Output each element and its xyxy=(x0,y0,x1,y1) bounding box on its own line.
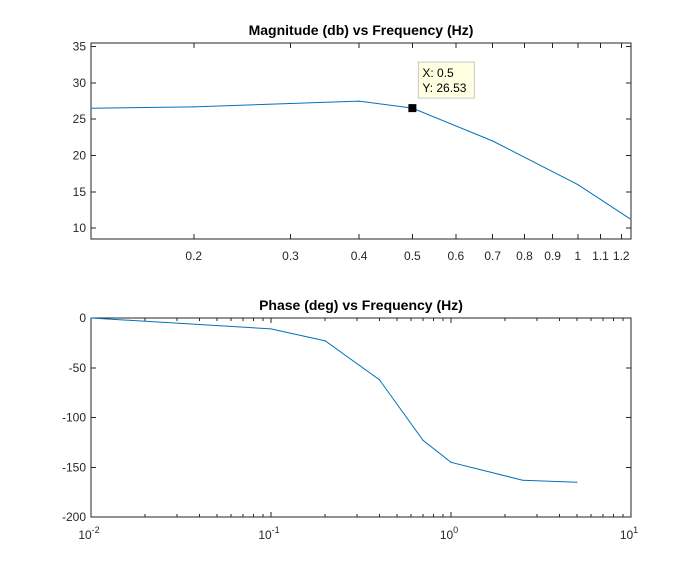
phase-plot: Phase (deg) vs Frequency (Hz) 0 -50 -100 -15… xyxy=(62,297,638,542)
x-tick-label: 0.4 xyxy=(351,249,368,263)
datatip-marker[interactable] xyxy=(408,104,417,113)
phase-data-point xyxy=(270,328,272,330)
x-tick-label: 101 xyxy=(620,525,638,542)
magnitude-data-point xyxy=(492,140,494,142)
y-tick-label: 10 xyxy=(73,221,87,235)
datatip-box[interactable] xyxy=(417,61,475,99)
x-tick-label: 0.8 xyxy=(516,249,533,263)
x-tick-label: 0.2 xyxy=(185,249,202,263)
x-tick-exponent: 1 xyxy=(633,525,638,535)
x-tick-exponent: 0 xyxy=(453,525,458,535)
datatip-y-label: Y: 26.53 xyxy=(422,81,466,95)
datatip-x-label: X: 0.5 xyxy=(422,66,454,80)
phase-data-point xyxy=(324,340,326,342)
y-tick-label: -100 xyxy=(62,411,86,425)
magnitude-data-point xyxy=(358,100,360,102)
x-tick-label: 100 xyxy=(440,525,458,542)
magnitude-data-point xyxy=(577,183,579,186)
y-tick-label: -50 xyxy=(69,361,87,375)
y-tick-label: 0 xyxy=(79,311,86,325)
magnitude-plot: Magnitude (db) vs Frequency (Hz) 10 15 20 25… xyxy=(73,22,632,263)
magnitude-title: Magnitude (db) vs Frequency (Hz) xyxy=(249,22,474,38)
y-tick-label: 15 xyxy=(73,185,87,199)
y-tick-label: -200 xyxy=(62,510,86,524)
phase-data-point xyxy=(450,461,452,463)
x-tick-base: 10 xyxy=(258,528,272,542)
phase-data-point xyxy=(422,439,424,441)
magnitude-series-line xyxy=(90,100,632,220)
phase-axes-box xyxy=(90,317,632,518)
magnitude-axes-box xyxy=(90,42,632,240)
phase-data-point xyxy=(90,317,92,319)
y-tick-label: 25 xyxy=(73,112,87,126)
phase-series-line xyxy=(90,317,577,483)
x-tick-label: 10-2 xyxy=(78,525,99,542)
x-tick-base: 10 xyxy=(620,528,634,542)
x-tick-exponent: -2 xyxy=(92,525,100,535)
x-tick-label: 0.7 xyxy=(484,249,501,263)
phase-data-point xyxy=(576,481,578,483)
x-tick-label: 1 xyxy=(574,249,581,263)
magnitude-data-point xyxy=(193,106,195,108)
x-tick-label: 0.6 xyxy=(448,249,465,263)
y-tick-label: 35 xyxy=(73,40,87,54)
y-tick-label: 30 xyxy=(73,76,87,90)
x-tick-label: 10-1 xyxy=(258,525,279,542)
x-tick-exponent: -1 xyxy=(272,525,280,535)
x-tick-label: 0.3 xyxy=(282,249,299,263)
phase-title: Phase (deg) vs Frequency (Hz) xyxy=(259,297,463,313)
x-tick-label: 0.5 xyxy=(404,249,421,263)
y-tick-label: 20 xyxy=(73,149,87,163)
x-tick-label: 1.2 xyxy=(613,249,630,263)
x-tick-label: 0.9 xyxy=(544,249,561,263)
x-tick-label: 1.1 xyxy=(592,249,609,263)
phase-data-point xyxy=(522,479,524,481)
magnitude-data-point xyxy=(630,218,632,220)
phase-data-point xyxy=(378,379,380,381)
x-tick-base: 10 xyxy=(78,528,92,542)
x-tick-base: 10 xyxy=(440,528,454,542)
magnitude-data-point xyxy=(90,107,92,109)
y-tick-label: -150 xyxy=(62,460,86,474)
